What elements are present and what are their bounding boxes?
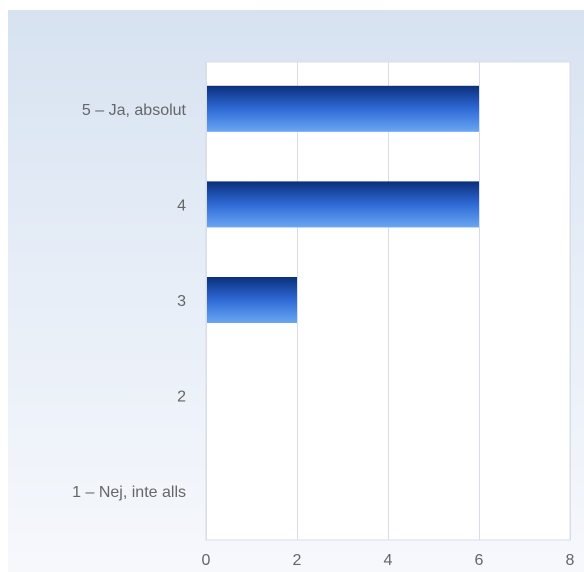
category-label: 5 – Ja, absolut [82, 102, 187, 119]
x-tick-label: 6 [475, 552, 484, 569]
x-tick-label: 8 [566, 552, 575, 569]
category-labels: 5 – Ja, absolut 4 3 2 1 – Nej, inte alls [72, 102, 186, 501]
x-tick-label: 0 [202, 552, 211, 569]
x-tick-labels: 0 2 4 6 8 [202, 552, 575, 569]
bar [207, 277, 297, 323]
bars [207, 85, 479, 323]
bar [207, 85, 479, 132]
category-label: 2 [177, 389, 186, 406]
category-label: 1 – Nej, inte alls [72, 484, 186, 501]
x-tick-label: 4 [384, 552, 393, 569]
x-tick-label: 2 [293, 552, 302, 569]
category-label: 3 [177, 293, 186, 310]
category-label: 4 [177, 197, 186, 214]
grid-lines [206, 62, 571, 540]
bar [207, 181, 479, 228]
